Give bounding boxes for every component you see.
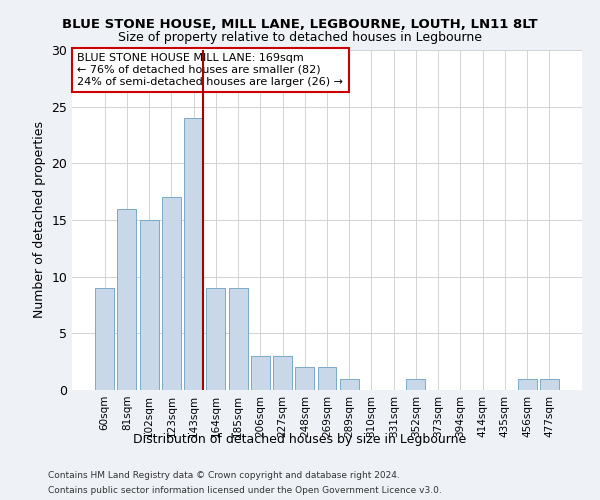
Bar xyxy=(184,118,203,390)
Bar xyxy=(406,378,425,390)
Text: Distribution of detached houses by size in Legbourne: Distribution of detached houses by size … xyxy=(133,432,467,446)
Bar xyxy=(295,368,314,390)
Bar xyxy=(273,356,292,390)
Bar xyxy=(229,288,248,390)
Bar xyxy=(206,288,225,390)
Text: Contains public sector information licensed under the Open Government Licence v3: Contains public sector information licen… xyxy=(48,486,442,495)
Bar xyxy=(118,208,136,390)
Bar xyxy=(540,378,559,390)
Bar xyxy=(340,378,359,390)
Text: BLUE STONE HOUSE, MILL LANE, LEGBOURNE, LOUTH, LN11 8LT: BLUE STONE HOUSE, MILL LANE, LEGBOURNE, … xyxy=(62,18,538,30)
Bar xyxy=(95,288,114,390)
Bar xyxy=(251,356,270,390)
Bar xyxy=(317,368,337,390)
Text: BLUE STONE HOUSE MILL LANE: 169sqm
← 76% of detached houses are smaller (82)
24%: BLUE STONE HOUSE MILL LANE: 169sqm ← 76%… xyxy=(77,54,343,86)
Bar xyxy=(162,198,181,390)
Text: Contains HM Land Registry data © Crown copyright and database right 2024.: Contains HM Land Registry data © Crown c… xyxy=(48,471,400,480)
Bar xyxy=(140,220,158,390)
Bar xyxy=(518,378,536,390)
Text: Size of property relative to detached houses in Legbourne: Size of property relative to detached ho… xyxy=(118,31,482,44)
Y-axis label: Number of detached properties: Number of detached properties xyxy=(33,122,46,318)
